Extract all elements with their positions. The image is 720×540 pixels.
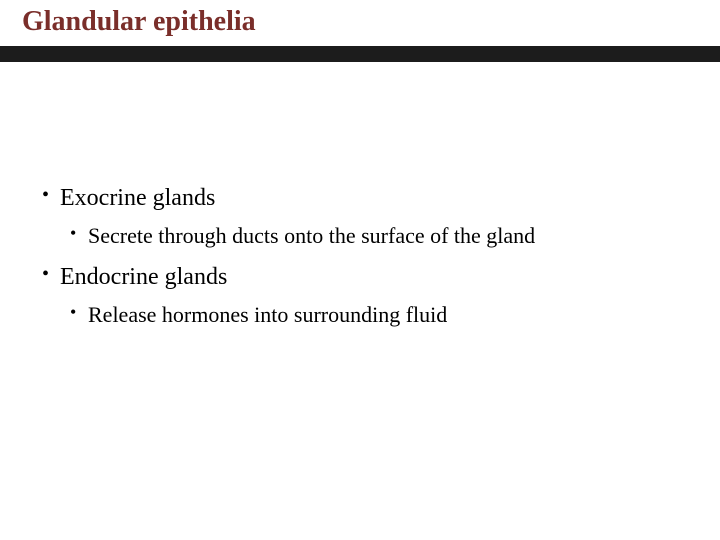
slide-title: Glandular epithelia: [22, 6, 720, 38]
bullet-text: Release hormones into surrounding fluid: [88, 302, 447, 327]
bullet-text: Exocrine glands: [60, 185, 215, 211]
bullet-level1: Exocrine glands: [38, 182, 682, 214]
bullet-text: Endocrine glands: [60, 264, 227, 290]
bullet-text: Secrete through ducts onto the surface o…: [88, 223, 535, 248]
slide-content: Exocrine glands Secrete through ducts on…: [0, 62, 720, 330]
bullet-level2: Release hormones into surrounding fluid: [66, 301, 682, 330]
title-divider: [0, 46, 720, 62]
bullet-level1: Endocrine glands: [38, 261, 682, 293]
bullet-level2: Secrete through ducts onto the surface o…: [66, 222, 682, 251]
slide: Glandular epithelia Exocrine glands Secr…: [0, 0, 720, 540]
title-area: Glandular epithelia: [0, 0, 720, 42]
